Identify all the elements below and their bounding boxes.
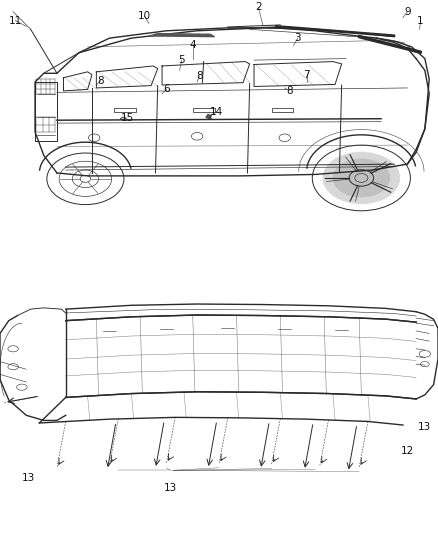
Text: 3: 3 <box>294 33 301 43</box>
Text: 7: 7 <box>303 70 310 80</box>
Text: 11: 11 <box>9 15 22 26</box>
Text: 8: 8 <box>196 71 203 81</box>
Text: 1: 1 <box>417 15 424 26</box>
Circle shape <box>333 159 390 197</box>
Text: 2: 2 <box>255 2 262 12</box>
Text: 13: 13 <box>164 483 177 493</box>
Circle shape <box>323 152 400 204</box>
Text: 6: 6 <box>163 84 170 94</box>
Text: 14: 14 <box>210 107 223 117</box>
Polygon shape <box>149 34 215 37</box>
Bar <box>193 108 215 112</box>
Text: 5: 5 <box>178 55 185 65</box>
Bar <box>272 108 293 112</box>
Polygon shape <box>120 117 126 120</box>
Text: 4: 4 <box>189 41 196 51</box>
Text: 15: 15 <box>120 113 134 123</box>
Text: 13: 13 <box>418 422 431 432</box>
Bar <box>114 108 136 112</box>
Text: 10: 10 <box>138 11 151 21</box>
Text: 12: 12 <box>401 446 414 456</box>
Text: 13: 13 <box>22 473 35 483</box>
Text: 8: 8 <box>97 76 104 86</box>
Text: 9: 9 <box>404 7 411 17</box>
Text: 8: 8 <box>286 86 293 96</box>
Polygon shape <box>206 115 212 119</box>
